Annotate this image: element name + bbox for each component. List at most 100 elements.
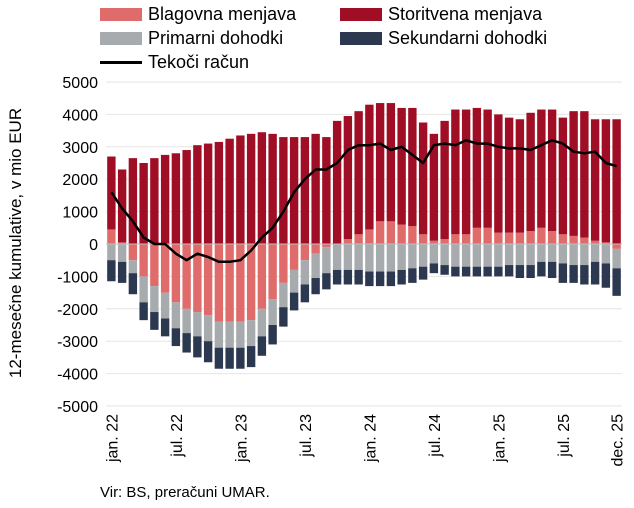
x-tick-label: jan. 24 xyxy=(362,414,379,463)
legend-item-primarni: Primarni dohodki xyxy=(100,28,283,49)
legend-swatch-primarni xyxy=(100,32,142,45)
bar-sekundarni-dohodki-2023-11 xyxy=(343,269,353,285)
bar-primarni-dohodki-2024-08 xyxy=(440,244,449,266)
y-tick-label: 0 xyxy=(89,237,98,254)
bar-primarni-dohodki-2023-12 xyxy=(354,244,363,270)
bar-sekundarni-dohodki-2024-11 xyxy=(472,266,482,277)
bar-blagovna-menjava-2024-02 xyxy=(375,221,385,244)
bar-blagovna-menjava-2023-07 xyxy=(300,244,310,261)
bar-blagovna-menjava-2025-09 xyxy=(580,237,589,244)
y-tick-label: -5000 xyxy=(57,399,98,416)
bar-sekundarni-dohodki-2024-02 xyxy=(375,271,385,287)
bar-storitvena-menjava-2025-11 xyxy=(601,119,611,243)
bar-primarni-dohodki-2022-02 xyxy=(117,244,127,262)
bar-storitvena-menjava-2024-04 xyxy=(397,107,406,225)
bar-primarni-dohodki-2024-10 xyxy=(461,244,471,267)
x-tick-label: jul. 23 xyxy=(298,414,315,458)
legend-swatch-blagovna xyxy=(100,8,142,21)
bar-sekundarni-dohodki-2022-06 xyxy=(160,318,170,337)
bar-blagovna-menjava-2024-10 xyxy=(461,234,471,244)
bar-sekundarni-dohodki-2022-05 xyxy=(150,312,159,330)
bar-blagovna-menjava-2023-06 xyxy=(289,244,299,270)
bar-sekundarni-dohodki-2025-02 xyxy=(504,265,514,277)
bar-primarni-dohodki-2022-10 xyxy=(203,315,213,342)
y-tick-label: -1000 xyxy=(57,269,98,286)
bar-blagovna-menjava-2024-03 xyxy=(386,221,396,244)
y-tick-label: 4000 xyxy=(62,107,98,124)
bar-blagovna-menjava-2025-07 xyxy=(558,234,568,244)
bar-blagovna-menjava-2025-08 xyxy=(569,235,578,244)
bar-sekundarni-dohodki-2024-09 xyxy=(451,266,460,277)
bar-primarni-dohodki-2025-12 xyxy=(612,248,621,269)
bar-blagovna-menjava-2025-12 xyxy=(612,244,621,249)
bar-primarni-dohodki-2024-04 xyxy=(397,244,406,270)
bar-primarni-dohodki-2023-06 xyxy=(289,269,299,293)
bar-storitvena-menjava-2024-11 xyxy=(472,107,482,228)
bar-primarni-dohodki-2023-02 xyxy=(246,320,256,347)
bar-storitvena-menjava-2023-03 xyxy=(257,132,267,244)
bar-sekundarni-dohodki-2024-07 xyxy=(429,263,439,274)
bar-blagovna-menjava-2022-09 xyxy=(193,244,202,313)
bar-primarni-dohodki-2022-05 xyxy=(150,286,159,313)
bar-blagovna-menjava-2023-08 xyxy=(311,244,320,254)
bar-storitvena-menjava-2022-02 xyxy=(117,169,127,243)
bar-sekundarni-dohodki-2025-03 xyxy=(515,265,525,279)
bar-blagovna-menjava-2022-08 xyxy=(182,244,191,309)
bar-storitvena-menjava-2025-01 xyxy=(494,114,503,233)
bar-storitvena-menjava-2022-08 xyxy=(182,150,191,244)
bar-storitvena-menjava-2023-12 xyxy=(354,111,363,235)
bar-storitvena-menjava-2022-09 xyxy=(193,145,202,244)
bar-primarni-dohodki-2023-05 xyxy=(279,282,288,308)
bar-storitvena-menjava-2025-07 xyxy=(558,117,568,235)
bar-blagovna-menjava-2022-11 xyxy=(214,244,224,322)
bar-blagovna-menjava-2023-04 xyxy=(268,244,277,300)
bar-sekundarni-dohodki-2022-04 xyxy=(139,302,148,321)
legend-label-sekundarni: Sekundarni dohodki xyxy=(388,28,548,48)
bar-sekundarni-dohodki-2025-09 xyxy=(580,265,589,285)
bar-sekundarni-dohodki-2022-02 xyxy=(117,261,127,283)
bar-primarni-dohodki-2024-09 xyxy=(451,244,460,267)
bar-storitvena-menjava-2025-02 xyxy=(504,117,514,233)
bar-primarni-dohodki-2022-04 xyxy=(139,276,148,303)
bar-storitvena-menjava-2024-07 xyxy=(429,133,439,241)
bar-sekundarni-dohodki-2025-04 xyxy=(526,265,535,279)
bar-sekundarni-dohodki-2025-05 xyxy=(537,261,546,277)
bar-primarni-dohodki-2023-03 xyxy=(257,308,267,337)
bar-blagovna-menjava-2022-12 xyxy=(225,244,234,322)
bar-primarni-dohodki-2022-01 xyxy=(107,244,116,261)
bar-storitvena-menjava-2023-07 xyxy=(300,137,310,244)
bar-blagovna-menjava-2025-03 xyxy=(515,232,525,244)
bar-sekundarni-dohodki-2025-07 xyxy=(558,263,568,283)
bar-blagovna-menjava-2025-11 xyxy=(601,242,611,244)
bar-blagovna-menjava-2022-07 xyxy=(171,244,181,303)
bar-blagovna-menjava-2024-08 xyxy=(440,239,449,244)
bar-primarni-dohodki-2025-02 xyxy=(504,244,514,266)
current-account-line-layer xyxy=(110,139,617,264)
bar-primarni-dohodki-2022-07 xyxy=(171,302,181,329)
bar-storitvena-menjava-2023-01 xyxy=(236,135,245,244)
bar-sekundarni-dohodki-2022-09 xyxy=(193,336,202,358)
bar-primarni-dohodki-2023-10 xyxy=(332,244,342,270)
legend-swatch-storitvena xyxy=(340,8,382,21)
x-tick-label: dec. 25 xyxy=(610,414,627,467)
bar-sekundarni-dohodki-2022-07 xyxy=(171,328,181,347)
y-tick-label: 2000 xyxy=(62,172,98,189)
bar-primarni-dohodki-2025-10 xyxy=(590,244,600,262)
bar-blagovna-menjava-2025-01 xyxy=(494,232,503,244)
bar-storitvena-menjava-2024-01 xyxy=(365,104,374,230)
bar-blagovna-menjava-2023-01 xyxy=(236,244,245,322)
bar-sekundarni-dohodki-2023-07 xyxy=(300,284,310,303)
bar-blagovna-menjava-2023-02 xyxy=(246,244,256,321)
bar-storitvena-menjava-2023-09 xyxy=(322,137,331,244)
bar-sekundarni-dohodki-2025-12 xyxy=(612,268,621,296)
bar-blagovna-menjava-2024-01 xyxy=(365,229,374,244)
bar-sekundarni-dohodki-2023-05 xyxy=(279,307,288,327)
bar-sekundarni-dohodki-2024-10 xyxy=(461,266,471,277)
bar-storitvena-menjava-2025-06 xyxy=(547,109,557,232)
bar-sekundarni-dohodki-2023-01 xyxy=(236,347,245,369)
legend-label-tekoci: Tekoči račun xyxy=(148,52,250,72)
bar-primarni-dohodki-2024-02 xyxy=(375,244,385,272)
bar-storitvena-menjava-2024-05 xyxy=(408,107,417,227)
bar-blagovna-menjava-2024-09 xyxy=(451,234,460,244)
